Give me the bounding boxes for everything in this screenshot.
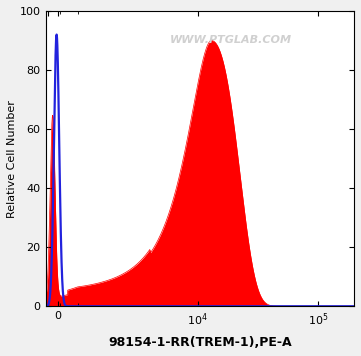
Text: WWW.PTGLAB.COM: WWW.PTGLAB.COM — [170, 36, 292, 46]
Y-axis label: Relative Cell Number: Relative Cell Number — [7, 100, 17, 218]
X-axis label: 98154-1-RR(TREM-1),PE-A: 98154-1-RR(TREM-1),PE-A — [108, 336, 292, 349]
